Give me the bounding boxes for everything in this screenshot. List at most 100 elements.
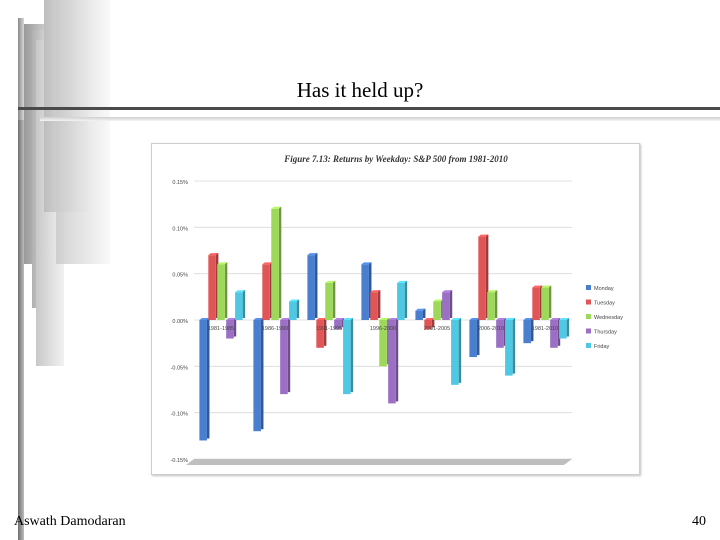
bar: [487, 292, 495, 320]
bar: [226, 320, 234, 339]
y-tick-label: -0.15%: [171, 458, 189, 464]
legend-label: Monday: [594, 286, 614, 292]
bar-top: [316, 318, 327, 320]
bar-top: [235, 290, 246, 293]
bar-side: [440, 299, 444, 318]
bar-top: [253, 318, 264, 320]
bar: [235, 292, 243, 320]
bar: [307, 255, 315, 320]
bar: [523, 320, 531, 344]
title-divider: [18, 107, 720, 110]
bar-side: [314, 253, 318, 318]
bar-side: [476, 318, 480, 356]
bar: [532, 287, 540, 320]
bar-top: [217, 262, 228, 265]
decorative-bar: [18, 120, 24, 540]
bar: [415, 310, 423, 320]
bar: [271, 208, 279, 320]
legend-label: Tuesday: [594, 301, 615, 307]
legend-label: Wednesday: [594, 315, 623, 321]
bar: [451, 320, 459, 385]
bar: [442, 292, 450, 320]
chart-floor: [186, 459, 572, 465]
bar: [433, 301, 441, 320]
bar-side: [278, 206, 282, 318]
bar-top: [541, 285, 552, 288]
bar: [388, 320, 396, 404]
author-footer: Aswath Damodaran: [14, 514, 126, 529]
weekday-returns-chart: Figure 7.13: Returns by Weekday: S&P 500…: [171, 154, 623, 465]
bar: [343, 320, 351, 395]
x-tick-label: 2006-2010: [478, 326, 504, 332]
bar-side: [548, 285, 552, 318]
bar-top: [271, 206, 282, 209]
x-tick-label: 1986-1990: [262, 326, 288, 332]
bar-side: [350, 318, 354, 393]
bar: [559, 320, 567, 339]
bar-top: [334, 318, 345, 320]
bar-side: [224, 262, 228, 318]
bar-top: [307, 253, 318, 256]
bar-side: [449, 290, 453, 318]
bar: [289, 301, 297, 320]
bar-top: [397, 280, 408, 283]
x-tick-label: 1991-1995: [316, 326, 342, 332]
bar-top: [496, 318, 507, 320]
x-tick-label: 1981-2010: [532, 326, 558, 332]
x-tick-label: 1981-1985: [208, 326, 234, 332]
bar-top: [478, 234, 489, 237]
title-divider-shadow: [40, 117, 720, 121]
bar: [469, 320, 477, 358]
bar-top: [415, 308, 426, 311]
bar-side: [341, 318, 345, 328]
bar-top: [325, 280, 336, 283]
bar: [280, 320, 288, 395]
bar-side: [233, 318, 237, 337]
legend-swatch: [586, 299, 591, 305]
y-tick-label: 0.10%: [172, 226, 188, 232]
bar-top: [361, 262, 372, 265]
bar-top: [505, 318, 516, 320]
bar: [370, 292, 378, 320]
bar-top: [523, 318, 534, 320]
bar-top: [451, 318, 462, 320]
bar-side: [206, 318, 210, 439]
bar-side: [422, 308, 426, 318]
bar-top: [559, 318, 570, 320]
bar: [361, 264, 369, 320]
bar-side: [269, 262, 273, 318]
bar: [325, 282, 333, 320]
bar-top: [442, 290, 453, 293]
x-tick-label: 1996-2000: [370, 326, 396, 332]
chart-frame: Figure 7.13: Returns by Weekday: S&P 500…: [151, 143, 640, 475]
bar-side: [260, 318, 264, 430]
page-number: 40: [692, 514, 706, 529]
bar-side: [566, 318, 570, 337]
bar: [505, 320, 513, 376]
bar-side: [242, 290, 246, 318]
bar-side: [377, 290, 381, 318]
bar: [496, 320, 504, 348]
bar-side: [395, 318, 399, 402]
bar: [316, 320, 324, 348]
bar-side: [332, 280, 336, 318]
bar: [397, 282, 405, 320]
y-tick-label: 0.05%: [172, 273, 188, 279]
bar-side: [512, 318, 516, 374]
bar: [424, 320, 432, 330]
bar-side: [323, 318, 327, 346]
chart-title: Figure 7.13: Returns by Weekday: S&P 500…: [283, 154, 508, 164]
bar-top: [343, 318, 354, 320]
legend-label: Friday: [594, 344, 610, 350]
bar-top: [280, 318, 291, 320]
bar-side: [485, 234, 489, 318]
bar: [262, 264, 270, 320]
y-tick-label: -0.10%: [171, 412, 189, 418]
bar-top: [379, 318, 390, 320]
slide-title: Has it held up?: [296, 78, 424, 102]
bar-top: [532, 285, 543, 288]
legend-swatch: [586, 343, 591, 348]
bar-side: [458, 318, 462, 383]
bar: [541, 287, 549, 320]
decorative-bar: [56, 0, 110, 264]
